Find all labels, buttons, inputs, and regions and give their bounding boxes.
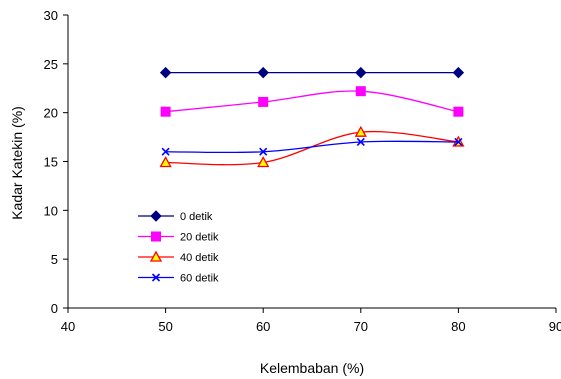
legend-item: 20 detik	[138, 231, 219, 244]
legend-label: 40 detik	[180, 252, 219, 264]
data-point	[257, 156, 270, 168]
series-0	[159, 66, 465, 79]
data-point	[159, 156, 172, 168]
y-tick-label: 0	[51, 301, 58, 316]
data-point	[257, 66, 269, 79]
legend-marker	[150, 210, 162, 222]
legend: 0 detik 20 detik 40 detik 60 detik	[138, 210, 219, 285]
legend-label: 20 detik	[180, 232, 219, 244]
axes: 0 5 10 15 20 25 30 40 50 60 70 80 90	[44, 8, 561, 334]
legend-item: 0 detik	[138, 210, 213, 223]
y-tick-label: 15	[44, 155, 58, 170]
series-line	[165, 90, 459, 113]
series-1	[160, 86, 464, 117]
data-point	[355, 86, 366, 97]
x-tick-label: 50	[158, 319, 172, 334]
series-layer	[159, 66, 465, 168]
data-point	[354, 125, 367, 137]
series-line	[165, 130, 459, 166]
data-point	[159, 66, 172, 79]
x-tick-label: 60	[256, 319, 270, 334]
legend-item: 60 detik	[138, 273, 219, 285]
legend-label: 0 detik	[180, 211, 213, 223]
y-tick-label: 25	[44, 57, 58, 72]
x-tick-label: 70	[354, 319, 368, 334]
y-tick-label: 20	[44, 106, 58, 121]
data-point	[356, 137, 365, 147]
legend-marker	[151, 231, 161, 242]
legend-label: 60 detik	[180, 273, 219, 285]
data-point	[161, 147, 170, 156]
data-point	[452, 66, 465, 79]
y-axis-title: Kadar Katekin (%)	[9, 106, 25, 220]
x-tick-label: 40	[61, 319, 75, 334]
x-tick-label: 80	[451, 319, 465, 334]
series-line	[165, 140, 459, 154]
data-point	[259, 147, 268, 156]
x-tick-label: 90	[549, 319, 561, 334]
series-3	[161, 137, 463, 156]
y-tick-label: 5	[51, 252, 58, 267]
data-point	[160, 106, 171, 117]
x-axis-title: Kelembaban (%)	[260, 360, 364, 376]
legend-item: 40 detik	[138, 250, 219, 264]
legend-marker	[151, 273, 161, 282]
y-tick-label: 10	[44, 203, 58, 218]
y-tick-label: 30	[44, 8, 58, 23]
data-point	[355, 66, 367, 79]
data-point	[453, 106, 464, 117]
data-point	[454, 137, 463, 147]
legend-marker	[149, 250, 163, 262]
data-point	[258, 96, 269, 107]
